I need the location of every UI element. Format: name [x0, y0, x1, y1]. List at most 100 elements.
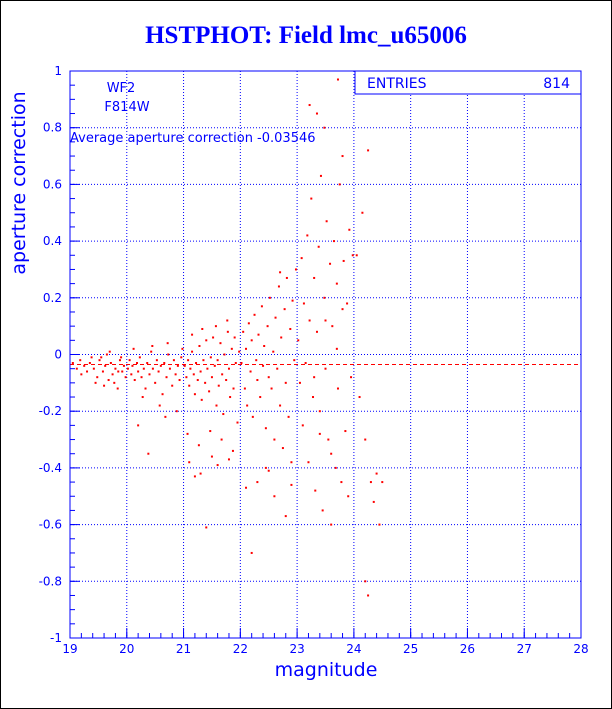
stats-box: ENTRIES 814: [354, 70, 582, 95]
data-point: [210, 455, 213, 458]
y-tick-label: -1: [50, 631, 62, 645]
data-point: [233, 336, 236, 339]
data-point: [113, 381, 116, 384]
data-point: [157, 370, 160, 373]
data-point: [297, 339, 300, 342]
annotation-average: Average aperture correction -0.03546: [70, 131, 316, 146]
data-point: [355, 254, 358, 257]
data-point: [341, 308, 344, 311]
data-point: [313, 276, 316, 279]
data-point: [185, 376, 188, 379]
data-point: [246, 404, 249, 407]
annotation-detector: WF2: [107, 81, 136, 96]
data-point: [234, 362, 237, 365]
data-point: [172, 359, 175, 362]
data-point: [154, 381, 157, 384]
data-point: [96, 376, 99, 379]
data-point: [250, 339, 253, 342]
data-point: [100, 356, 103, 359]
x-tick-label: 28: [573, 642, 588, 656]
data-point: [116, 387, 119, 390]
data-point: [180, 356, 183, 359]
data-point: [202, 359, 205, 362]
data-point: [294, 268, 297, 271]
data-point: [364, 438, 367, 441]
data-point: [290, 483, 293, 486]
data-point: [79, 359, 82, 362]
data-point: [336, 387, 339, 390]
data-point: [171, 384, 174, 387]
data-point: [222, 413, 225, 416]
x-tick-label: 20: [119, 642, 134, 656]
y-tick-label: -0.2: [39, 404, 62, 418]
data-point: [150, 350, 153, 353]
data-point: [92, 367, 95, 370]
data-point: [193, 393, 196, 396]
data-point: [312, 396, 315, 399]
data-point: [108, 350, 111, 353]
data-point: [104, 364, 107, 367]
data-point: [130, 373, 133, 376]
data-point: [210, 376, 213, 379]
data-point: [378, 523, 381, 526]
data-point: [121, 370, 124, 373]
data-point: [75, 367, 78, 370]
data-point: [105, 353, 108, 356]
data-point: [266, 325, 269, 328]
data-point: [298, 381, 301, 384]
data-point: [132, 347, 135, 350]
data-point: [229, 396, 232, 399]
data-point: [209, 356, 212, 359]
data-point: [186, 432, 189, 435]
data-point: [128, 359, 131, 362]
data-point: [200, 398, 203, 401]
data-point: [109, 362, 112, 365]
data-point: [317, 245, 320, 248]
data-point: [334, 466, 337, 469]
data-point: [321, 509, 324, 512]
data-point: [350, 376, 353, 379]
data-point: [212, 336, 215, 339]
data-point: [142, 367, 145, 370]
data-point: [283, 308, 286, 311]
data-point: [313, 376, 316, 379]
data-point: [206, 367, 209, 370]
data-point: [287, 415, 290, 418]
data-point: [71, 362, 74, 365]
data-point: [306, 234, 309, 237]
data-point: [227, 458, 230, 461]
data-point: [168, 367, 171, 370]
data-point: [197, 444, 200, 447]
data-point: [280, 336, 283, 339]
data-point: [223, 353, 226, 356]
data-point: [215, 404, 218, 407]
annotation-filter: F814W: [104, 100, 149, 115]
data-point: [272, 350, 275, 353]
data-point: [330, 452, 333, 455]
data-point: [268, 296, 271, 299]
data-point: [340, 481, 343, 484]
data-point: [219, 342, 222, 345]
data-point: [158, 404, 161, 407]
data-point: [221, 373, 224, 376]
data-point: [165, 376, 168, 379]
y-tick-label: -0.4: [39, 461, 62, 475]
data-point: [83, 364, 86, 367]
data-point: [285, 276, 288, 279]
data-point: [273, 438, 276, 441]
data-point: [176, 364, 179, 367]
data-point: [289, 327, 292, 330]
data-point: [181, 347, 184, 350]
data-point: [273, 495, 276, 498]
data-point: [267, 376, 270, 379]
x-tick-label: 23: [289, 642, 304, 656]
y-tick-label: -0.8: [39, 574, 62, 588]
data-point: [189, 367, 192, 370]
data-point: [161, 393, 164, 396]
y-tick-label: 1: [54, 64, 62, 78]
data-point: [135, 362, 138, 365]
y-tick-label: 0.2: [43, 291, 62, 305]
data-point: [318, 410, 321, 413]
x-tick-label: 24: [346, 642, 361, 656]
page-title: HSTPHOT: Field lmc_u65006: [145, 22, 467, 49]
